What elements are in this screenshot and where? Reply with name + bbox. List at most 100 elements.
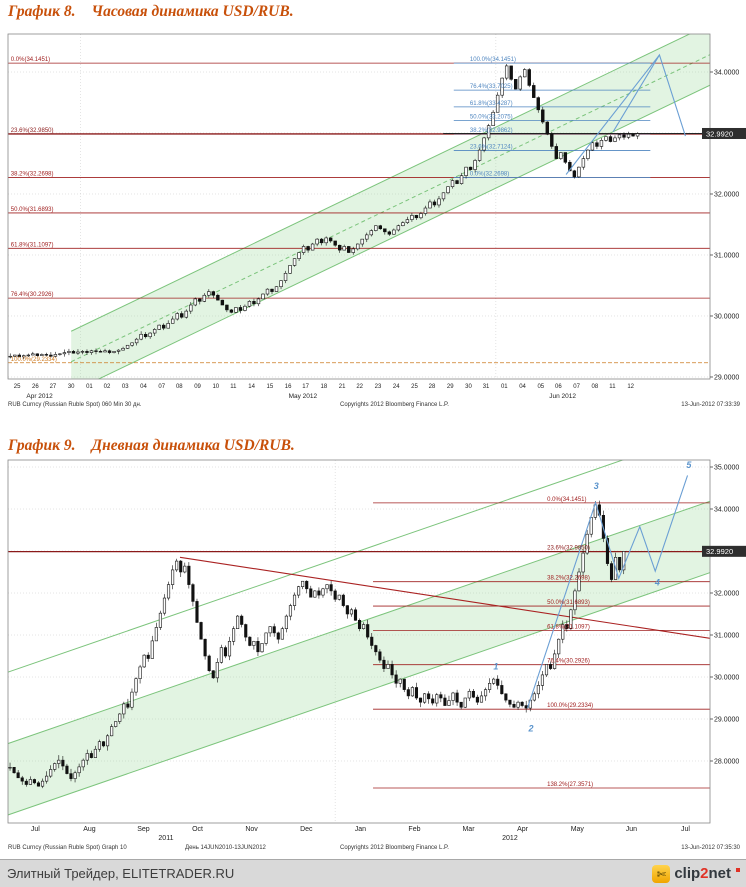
candle-body	[532, 693, 536, 701]
projection-line	[526, 475, 689, 709]
trend-channel-line	[70, 34, 691, 332]
y-axis-label: 31.0000	[714, 252, 739, 259]
logo-dot	[736, 867, 740, 872]
y-axis-label: 34.0000	[714, 507, 739, 514]
candle-body	[504, 693, 508, 701]
candle-body	[394, 674, 398, 684]
candle-body	[488, 683, 492, 690]
wave-label: 3	[594, 481, 599, 491]
candle-body	[321, 588, 325, 596]
x-axis-label: Sep	[137, 826, 150, 833]
chart2-timestamp: 13-Jun-2012 07:35:30	[681, 845, 740, 851]
candle-body	[577, 571, 581, 592]
candle-body	[618, 557, 622, 571]
candle-body	[118, 713, 122, 722]
chart2-security-label: RUB Curncy (Russian Ruble Spot) Graph 10	[8, 845, 127, 851]
candle-body	[32, 779, 36, 784]
x-axis-label: 05	[537, 384, 544, 390]
clip2net-logo[interactable]: ✄ clip2net	[652, 864, 740, 884]
candle-body	[590, 142, 595, 151]
candle-body	[138, 666, 142, 679]
candle-body	[553, 653, 557, 669]
candle-body	[85, 753, 89, 761]
candle-body	[40, 354, 44, 356]
candle-body	[540, 674, 545, 686]
candle-body	[631, 133, 635, 137]
candle-body	[310, 243, 315, 251]
candle-body	[500, 77, 504, 96]
candle-body	[89, 350, 94, 353]
candle-body	[635, 133, 640, 137]
x-axis-label: 07	[573, 384, 580, 390]
candle-body	[80, 351, 85, 353]
candle-body	[98, 351, 103, 353]
candle-body	[57, 759, 61, 764]
chart1-timestamp: 13-Jun-2012 07:33:39	[681, 402, 740, 408]
x-axis-label: 08	[176, 384, 183, 390]
candle-body	[227, 641, 232, 657]
candle-body	[315, 238, 319, 245]
chart2-title-text: Дневная динамика USD/RUB.	[91, 437, 295, 454]
site-link[interactable]: Элитный Трейдер, ELITETRADER.RU	[7, 866, 235, 881]
candle-body	[541, 109, 545, 123]
chart1-title: График 8. Часовая динамика USD/RUB.	[8, 3, 294, 21]
candle-body	[550, 133, 554, 147]
candle-body	[13, 354, 17, 357]
chart2-copyright: Copyrights 2012 Bloomberg Finance L.P.	[340, 845, 449, 851]
x-axis-label: 21	[339, 384, 346, 390]
candle-body	[451, 692, 455, 701]
candle-body	[280, 628, 284, 640]
x-axis-label: Apr	[517, 826, 529, 833]
x-axis-month-label: 2012	[502, 835, 518, 842]
candle-body	[475, 696, 479, 703]
y-axis-label: 29.0000	[714, 717, 739, 724]
candle-body	[419, 213, 423, 219]
fib-label: 61.8%(33.4287)	[470, 101, 513, 107]
candle-body	[581, 552, 585, 573]
x-axis-label: 02	[104, 384, 111, 390]
candle-body	[520, 701, 524, 706]
candle-body	[513, 79, 518, 90]
candle-body	[423, 693, 427, 703]
candle-body	[142, 654, 146, 668]
x-axis-label: 26	[32, 384, 39, 390]
candle-body	[148, 332, 152, 338]
candle-body	[211, 291, 216, 296]
candle-body	[337, 594, 341, 600]
candle-body	[44, 354, 49, 356]
fib-label: 0.0%(32.2698)	[470, 172, 509, 178]
candle-body	[24, 780, 28, 785]
candle-body	[536, 97, 540, 111]
y-axis-label: 28.0000	[714, 758, 739, 765]
candle-body	[483, 689, 488, 697]
candle-body	[130, 691, 134, 708]
candle-body	[450, 180, 455, 187]
candle-body	[161, 324, 166, 329]
x-axis-month-label: 2011	[158, 835, 173, 842]
candle-body	[152, 329, 157, 334]
candle-body	[106, 735, 110, 747]
x-axis-label: 24	[393, 384, 400, 390]
x-axis-label: 16	[285, 384, 292, 390]
candle-body	[464, 166, 468, 176]
candle-body	[401, 222, 405, 227]
candle-body	[16, 772, 20, 779]
candle-body	[561, 624, 565, 640]
candle-body	[274, 286, 279, 292]
candle-body	[325, 584, 329, 590]
candle-body	[261, 293, 265, 300]
x-axis-label: 04	[519, 384, 526, 390]
x-axis-month-label: Jun 2012	[549, 393, 576, 400]
candle-body	[116, 349, 121, 352]
candle-body	[577, 166, 581, 178]
candle-body	[219, 647, 223, 663]
candle-body	[463, 697, 467, 708]
candle-body	[89, 753, 93, 758]
candle-body	[569, 609, 573, 630]
candle-body	[65, 765, 69, 774]
x-axis-label: Dec	[300, 826, 313, 833]
candle-body	[609, 563, 614, 580]
fib-label: 23.6%(32.9850)	[11, 128, 54, 134]
candle-body	[150, 640, 154, 659]
